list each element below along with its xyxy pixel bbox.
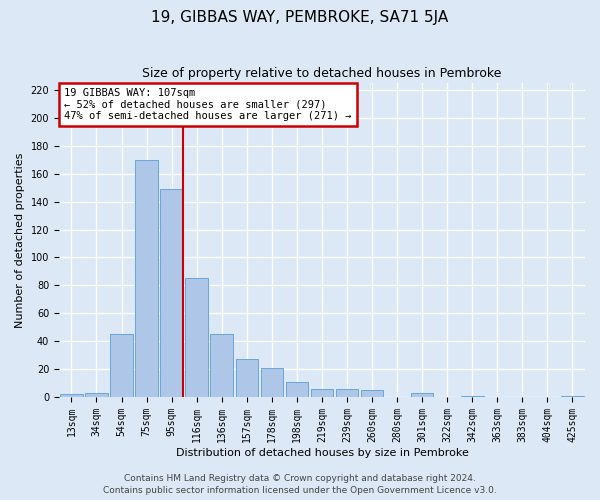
Bar <box>136 160 158 397</box>
Bar <box>185 278 208 397</box>
Text: Contains HM Land Registry data © Crown copyright and database right 2024.
Contai: Contains HM Land Registry data © Crown c… <box>103 474 497 495</box>
Bar <box>60 394 83 397</box>
Bar <box>561 396 584 397</box>
Bar <box>336 388 358 397</box>
Bar <box>286 382 308 397</box>
Title: Size of property relative to detached houses in Pembroke: Size of property relative to detached ho… <box>142 68 502 80</box>
Bar <box>110 334 133 397</box>
Y-axis label: Number of detached properties: Number of detached properties <box>15 152 25 328</box>
Bar <box>160 189 183 397</box>
Bar <box>461 396 484 397</box>
Bar <box>85 393 108 397</box>
Bar <box>236 360 258 397</box>
Bar <box>311 388 333 397</box>
Bar <box>211 334 233 397</box>
Bar <box>361 390 383 397</box>
Text: 19, GIBBAS WAY, PEMBROKE, SA71 5JA: 19, GIBBAS WAY, PEMBROKE, SA71 5JA <box>151 10 449 25</box>
Text: 19 GIBBAS WAY: 107sqm
← 52% of detached houses are smaller (297)
47% of semi-det: 19 GIBBAS WAY: 107sqm ← 52% of detached … <box>64 88 352 121</box>
X-axis label: Distribution of detached houses by size in Pembroke: Distribution of detached houses by size … <box>176 448 469 458</box>
Bar <box>411 393 433 397</box>
Bar <box>260 368 283 397</box>
